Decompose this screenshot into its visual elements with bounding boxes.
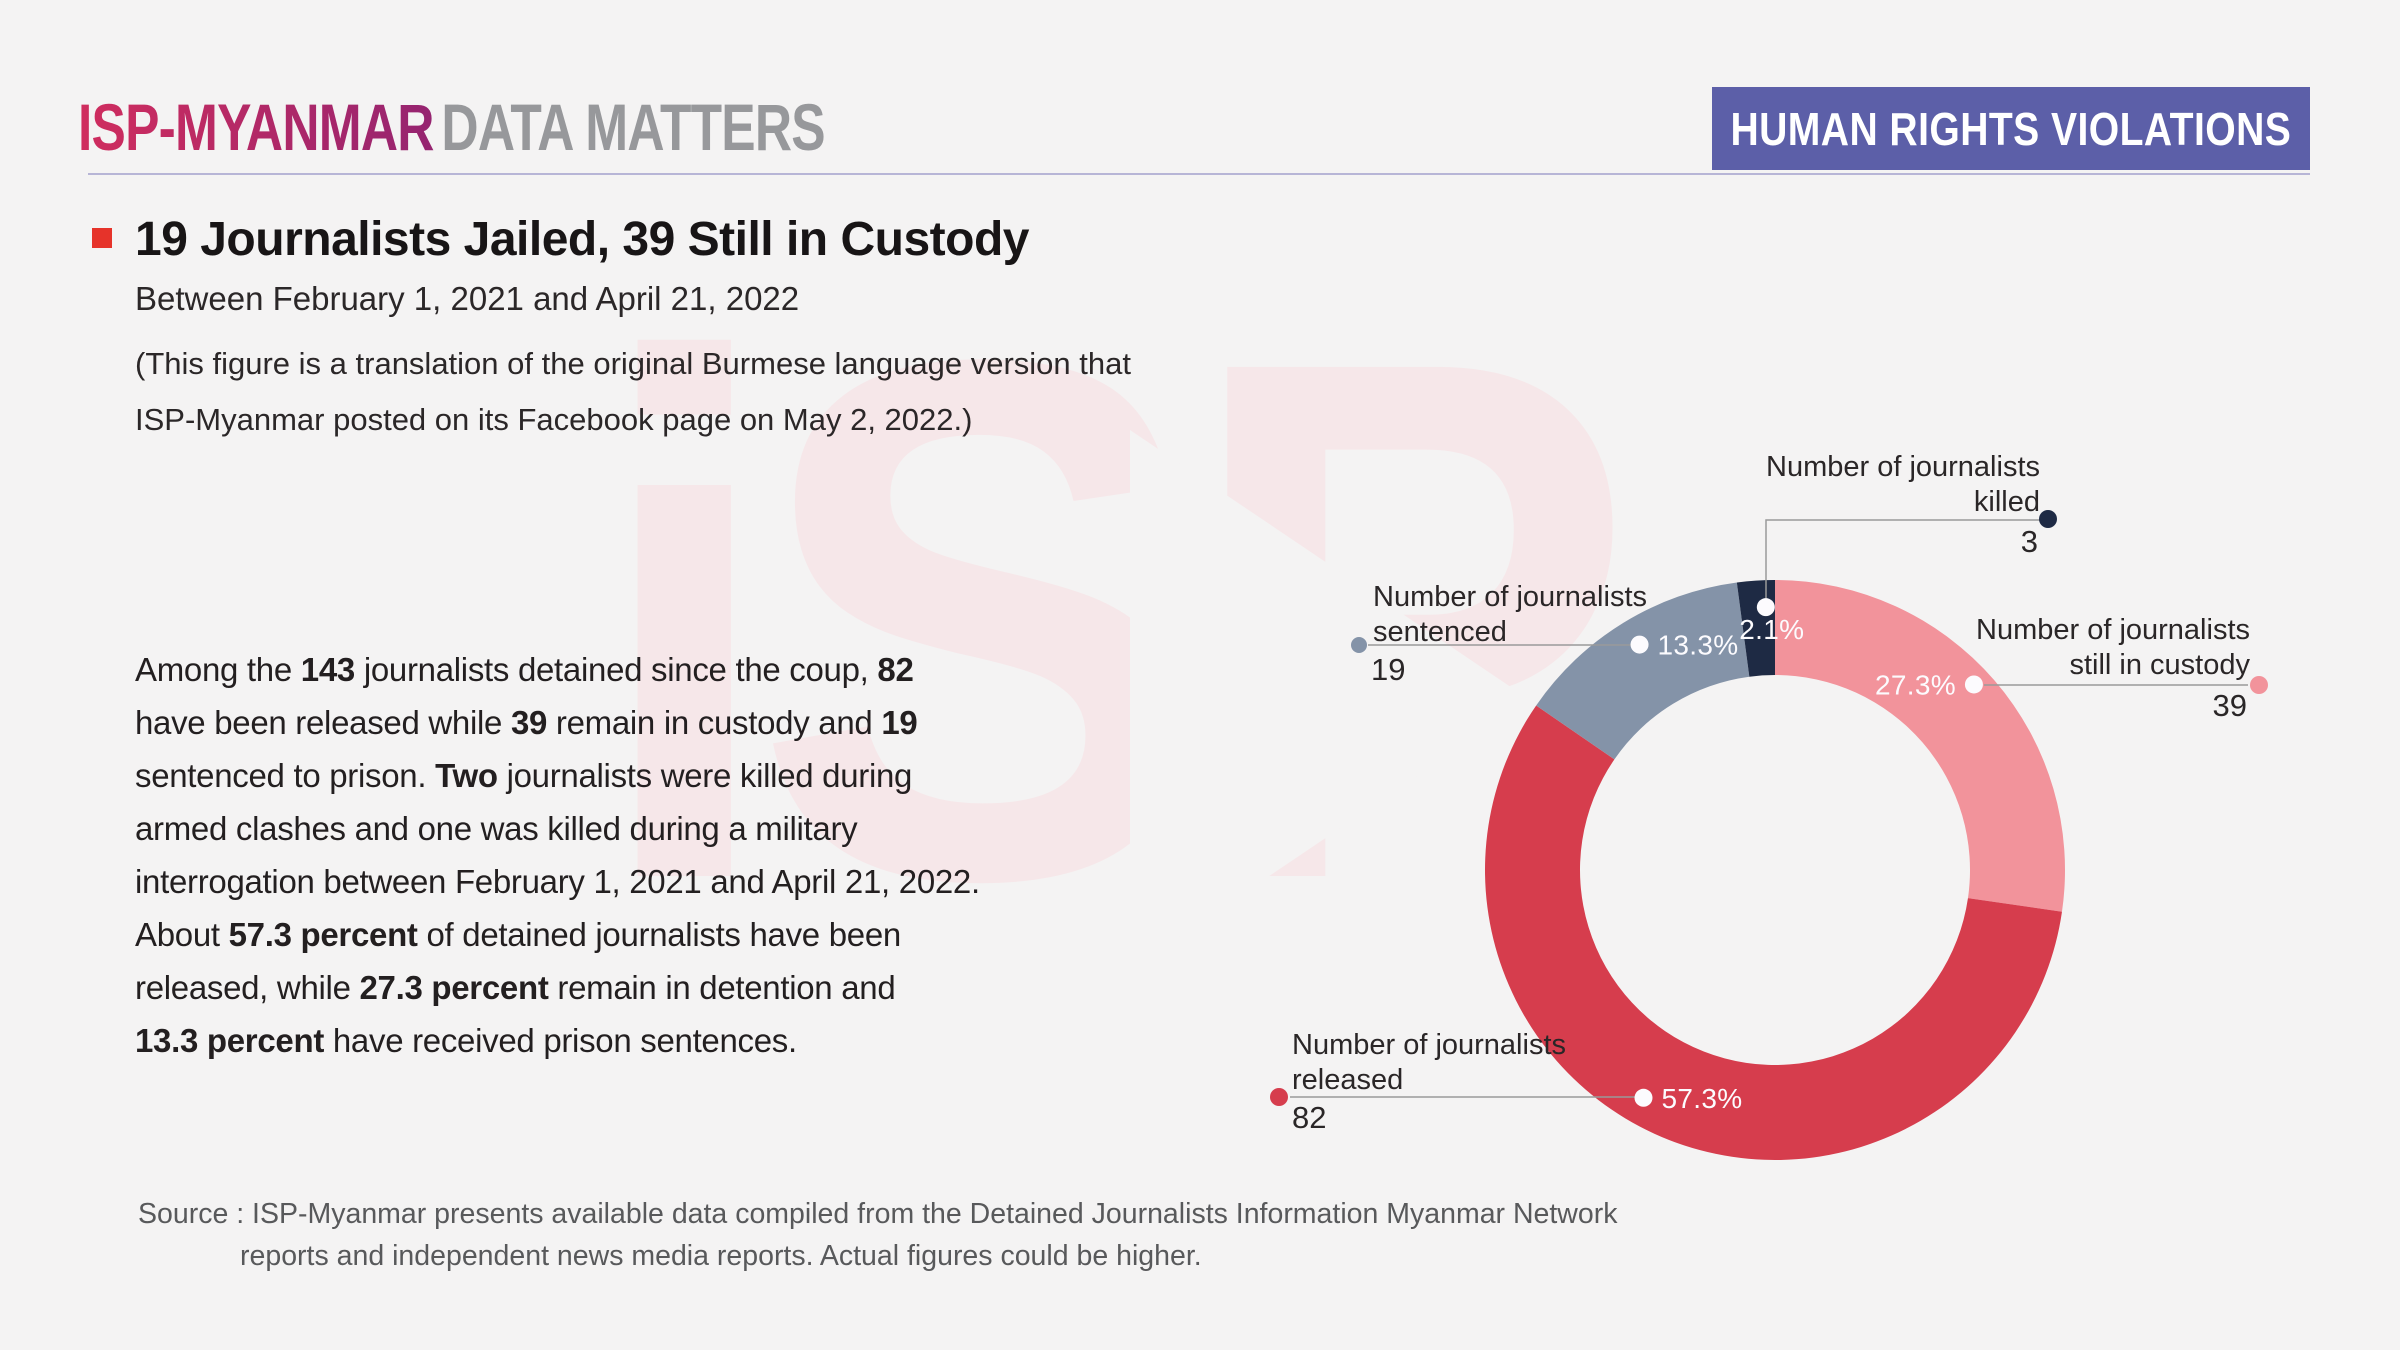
source-line2: reports and independent news media repor… (240, 1240, 1202, 1272)
translation-note-line2: ISP-Myanmar posted on its Facebook page … (135, 402, 973, 437)
summary-paragraph-line: released, while 27.3 percent remain in d… (135, 969, 896, 1006)
summary-paragraph-line: 13.3 percent have received prison senten… (135, 1022, 797, 1059)
callout-value-sentenced: 19 (1371, 652, 1406, 687)
logo-data-matters: DATA MATTERS (441, 90, 825, 164)
callout-label-killed: Number of journalists killed (1766, 451, 2040, 518)
donut-segment-sentenced (1536, 582, 1750, 760)
source-note: Source : ISP-Myanmar presents available … (138, 1193, 1617, 1277)
summary-paragraph-line: Among the 143 journalists detained since… (135, 651, 914, 688)
page-title: 19 Journalists Jailed, 39 Still in Custo… (135, 213, 1029, 266)
summary-paragraph-line: armed clashes and one was killed during … (135, 810, 858, 847)
callout-label-custody: Number of journalists still in custody (1976, 614, 2250, 681)
pct-label-sentenced: 13.3% (1658, 630, 1739, 661)
donut-segment-custody (1775, 580, 2065, 912)
logo-isp-myanmar: ISP-MYANMAR (78, 90, 434, 164)
logo: ISP-MYANMAR DATA MATTERS (78, 94, 826, 160)
callout-dot-killed (2039, 510, 2057, 528)
callout-label-released: Number of journalists released (1292, 1029, 1566, 1096)
summary-paragraph-line: sentenced to prison. Two journalists wer… (135, 757, 913, 794)
callout-value-released: 82 (1292, 1100, 1327, 1135)
category-badge: HUMAN RIGHTS VIOLATIONS (1712, 87, 2310, 170)
pct-dot-sentenced (1630, 635, 1649, 654)
source-line1: Source : ISP-Myanmar presents available … (138, 1198, 1618, 1230)
header-divider (88, 173, 2310, 175)
date-range-subtitle: Between February 1, 2021 and April 21, 2… (135, 280, 800, 317)
donut-segment-released (1485, 705, 2062, 1160)
callout-label-sentenced: Number of journalists sentenced (1373, 581, 1647, 648)
callout-value-custody: 39 (2212, 688, 2247, 723)
summary-paragraph: Among the 143 journalists detained since… (135, 643, 980, 1067)
pct-dot-killed (1756, 598, 1775, 617)
pct-label-custody: 27.3% (1875, 669, 1956, 700)
category-badge-label: HUMAN RIGHTS VIOLATIONS (1730, 102, 2292, 155)
summary-paragraph-line: About 57.3 percent of detained journalis… (135, 916, 901, 953)
pct-dot-released (1634, 1088, 1653, 1107)
translation-note: (This figure is a translation of the ori… (135, 336, 1131, 448)
pct-label-released: 57.3% (1662, 1083, 1743, 1114)
summary-paragraph-line: interrogation between February 1, 2021 a… (135, 863, 980, 900)
title-bullet (92, 228, 112, 248)
callout-value-killed: 3 (2020, 524, 2038, 559)
pct-dot-custody (1964, 675, 1983, 694)
leader-line-killed (1765, 519, 2040, 600)
summary-paragraph-line: have been released while 39 remain in cu… (135, 704, 918, 741)
callout-dot-sentenced (1351, 637, 1367, 653)
watermark-arrow-icon (1130, 430, 1530, 970)
pct-label-killed: 2.1% (1739, 614, 1804, 645)
translation-note-line1: (This figure is a translation of the ori… (135, 346, 1131, 381)
callout-dot-custody (2250, 676, 2268, 694)
callout-dot-released (1270, 1088, 1288, 1106)
